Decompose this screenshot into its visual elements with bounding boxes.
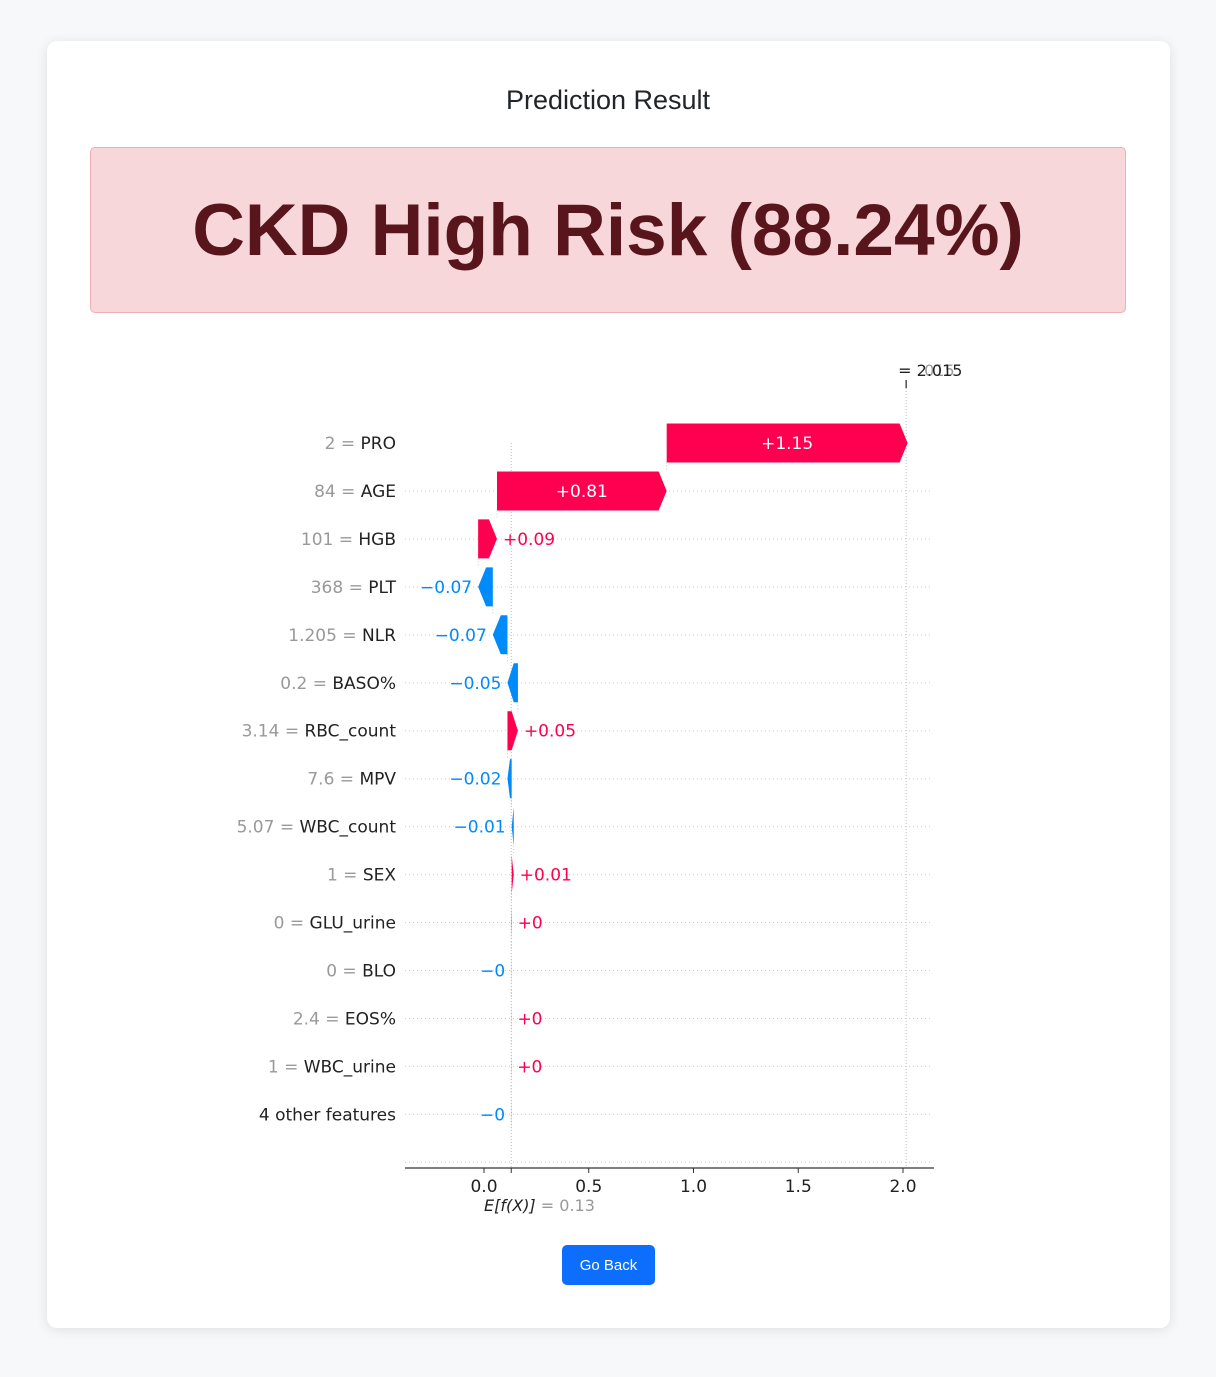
feature-label: 3.14 = RBC_count	[242, 722, 397, 742]
bar-plt	[478, 567, 493, 607]
shap-label: −0.01	[454, 818, 506, 838]
shap-label: +0	[517, 1057, 542, 1077]
x-tick-label: 1.5	[785, 1177, 812, 1197]
bar-baso-	[507, 663, 518, 703]
feature-label: 0 = GLU_urine	[274, 914, 396, 934]
feature-label: 0 = BLO	[326, 961, 396, 981]
shap-label: −0.07	[420, 578, 472, 598]
shap-label: +0	[517, 1009, 542, 1029]
base-value-label: E[f(X)] = 0.13	[484, 1196, 595, 1215]
page-title: Prediction Result	[505, 85, 711, 115]
bar-age	[496, 471, 667, 511]
x-tick-label: 0.0	[470, 1177, 497, 1197]
bar-hgb	[478, 519, 497, 559]
feature-label: 1 = SEX	[327, 866, 396, 886]
shap-label: −0	[480, 1105, 505, 1125]
shap-label: +0.01	[520, 866, 572, 886]
bar-wbc-count	[511, 807, 514, 847]
feature-label: 0.2 = BASO%	[280, 674, 396, 694]
feature-label: 101 = HGB	[301, 530, 396, 550]
output-label-ghost: 015	[924, 361, 955, 380]
shap-label: −0	[480, 961, 505, 981]
shap-label: +0.81	[556, 482, 608, 502]
feature-label: 1.205 = NLR	[288, 626, 396, 646]
x-tick-label: 1.0	[680, 1177, 707, 1197]
feature-label: 2 = PRO	[325, 434, 396, 454]
shap-label: +1.15	[761, 434, 813, 454]
bar-sex	[511, 855, 514, 895]
go-back-button[interactable]: Go Back	[562, 1245, 655, 1285]
feature-label: 1 = WBC_urine	[268, 1057, 396, 1077]
feature-label: 7.6 = MPV	[307, 770, 396, 790]
shap-label: +0	[518, 914, 543, 934]
feature-label: 2.4 = EOS%	[293, 1009, 396, 1029]
x-tick-label: 0.5	[575, 1177, 602, 1197]
bar-mpv	[507, 759, 512, 799]
feature-label: 5.07 = WBC_count	[237, 818, 397, 838]
shap-label: −0.07	[435, 626, 487, 646]
shap-label: +0.05	[524, 722, 576, 742]
shap-label: +0.09	[503, 530, 555, 550]
result-alert: CKD High Risk (88.24%)	[90, 147, 1126, 313]
output-label: = 2.015	[898, 361, 962, 380]
shap-label: −0.05	[449, 674, 501, 694]
feature-label: 84 = AGE	[314, 482, 396, 502]
x-tick-label: 2.0	[889, 1177, 916, 1197]
bar-nlr	[492, 615, 508, 655]
shap-label: −0.02	[449, 770, 501, 790]
feature-label: 368 = PLT	[311, 578, 397, 598]
bar-pro	[666, 423, 908, 463]
result-text: CKD High Risk (88.24%)	[192, 189, 1024, 271]
bar-rbc-count	[507, 711, 518, 751]
feature-label: 4 other features	[259, 1105, 396, 1125]
